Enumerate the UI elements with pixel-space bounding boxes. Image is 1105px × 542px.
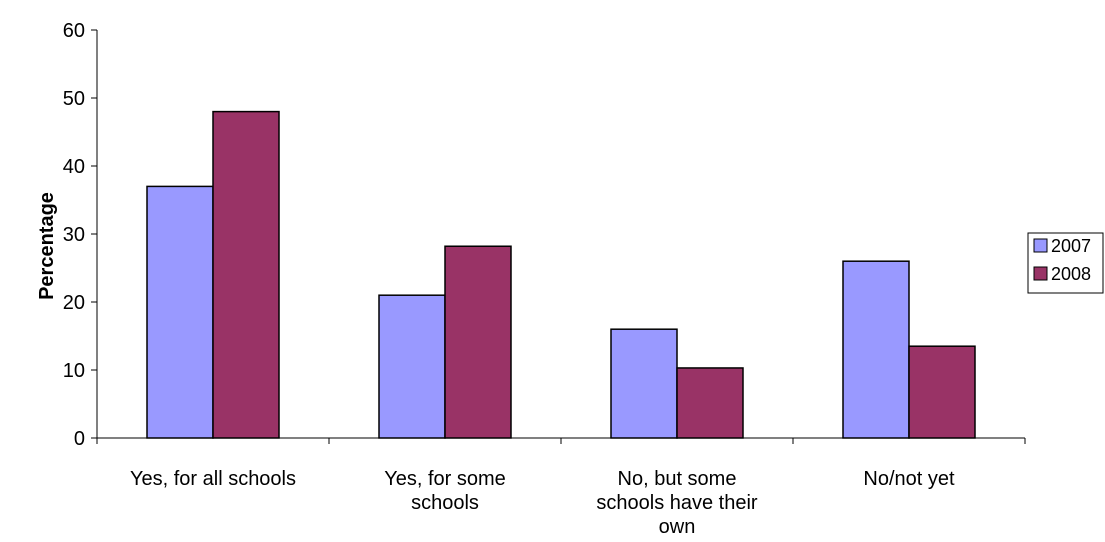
y-tick-label: 20 — [63, 292, 85, 314]
x-tick-label-line: schools — [411, 492, 479, 514]
x-tick-label: Yes, for all schools — [130, 468, 296, 490]
bar-2008-4 — [908, 345, 976, 439]
legend-label-2007: 2007 — [1051, 236, 1091, 256]
legend-label-2008: 2008 — [1051, 264, 1091, 284]
x-tick-label-line: Yes, for some — [384, 468, 506, 490]
y-axis-title: Percentage — [36, 192, 58, 300]
x-tick-label-line: No, but some — [618, 468, 737, 490]
legend-swatch-2007 — [1033, 238, 1048, 253]
bar-2007-2 — [378, 294, 446, 439]
y-tick-label: 40 — [63, 156, 85, 178]
legend-swatch-2008 — [1033, 266, 1048, 281]
y-tick-label: 60 — [63, 20, 85, 42]
bar-2008-1 — [212, 110, 280, 439]
plot-area: 0 10 20 30 40 50 60 Yes, for all schools Yes, fo… — [63, 20, 1026, 538]
x-tick-label-line: own — [659, 516, 696, 538]
x-tick-label: No, but some schools have their own — [596, 468, 758, 538]
y-tick-label: 30 — [63, 224, 85, 246]
x-tick-label-line: No/not yet — [863, 468, 955, 490]
y-tick-label: 50 — [63, 88, 85, 110]
y-tick-label: 10 — [63, 360, 85, 382]
legend: 2007 2008 — [1027, 232, 1104, 294]
x-tick-label-line: schools have their — [596, 492, 758, 514]
bar-2007-3 — [610, 328, 678, 439]
y-tick-label: 0 — [74, 428, 85, 450]
x-tick-label-line: Yes, for all schools — [130, 468, 296, 490]
bar-2008-3 — [676, 367, 744, 439]
bar-2007-4 — [842, 260, 910, 439]
x-tick-label: Yes, for some schools — [384, 468, 506, 514]
bar-2007-1 — [146, 185, 214, 439]
x-tick-label: No/not yet — [863, 468, 955, 490]
bar-2008-2 — [444, 245, 512, 439]
legend-box — [1027, 232, 1104, 294]
